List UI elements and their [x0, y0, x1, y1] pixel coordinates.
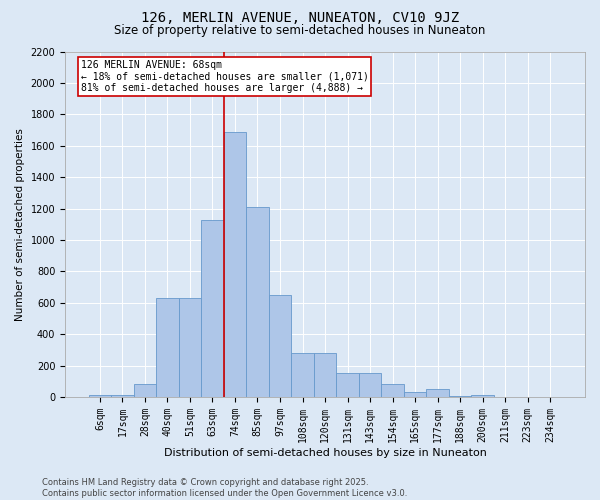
Bar	[224, 132, 246, 397]
Bar	[359, 374, 381, 397]
Y-axis label: Number of semi-detached properties: Number of semi-detached properties	[15, 128, 25, 320]
Text: 126, MERLIN AVENUE, NUNEATON, CV10 9JZ: 126, MERLIN AVENUE, NUNEATON, CV10 9JZ	[141, 11, 459, 25]
Bar	[156, 298, 179, 397]
Bar	[336, 374, 359, 397]
Bar	[269, 295, 291, 397]
Text: 126 MERLIN AVENUE: 68sqm
← 18% of semi-detached houses are smaller (1,071)
81% o: 126 MERLIN AVENUE: 68sqm ← 18% of semi-d…	[80, 60, 368, 94]
Bar	[89, 396, 111, 397]
Bar	[427, 389, 449, 397]
Bar	[291, 353, 314, 397]
Bar	[179, 298, 201, 397]
Bar	[134, 384, 156, 397]
Bar	[404, 392, 427, 397]
Bar	[381, 384, 404, 397]
Text: Contains HM Land Registry data © Crown copyright and database right 2025.
Contai: Contains HM Land Registry data © Crown c…	[42, 478, 407, 498]
Bar	[201, 220, 224, 397]
Bar	[314, 353, 336, 397]
Bar	[472, 396, 494, 397]
Bar	[111, 396, 134, 397]
X-axis label: Distribution of semi-detached houses by size in Nuneaton: Distribution of semi-detached houses by …	[164, 448, 487, 458]
Bar	[449, 396, 472, 397]
Bar	[246, 207, 269, 397]
Text: Size of property relative to semi-detached houses in Nuneaton: Size of property relative to semi-detach…	[115, 24, 485, 37]
